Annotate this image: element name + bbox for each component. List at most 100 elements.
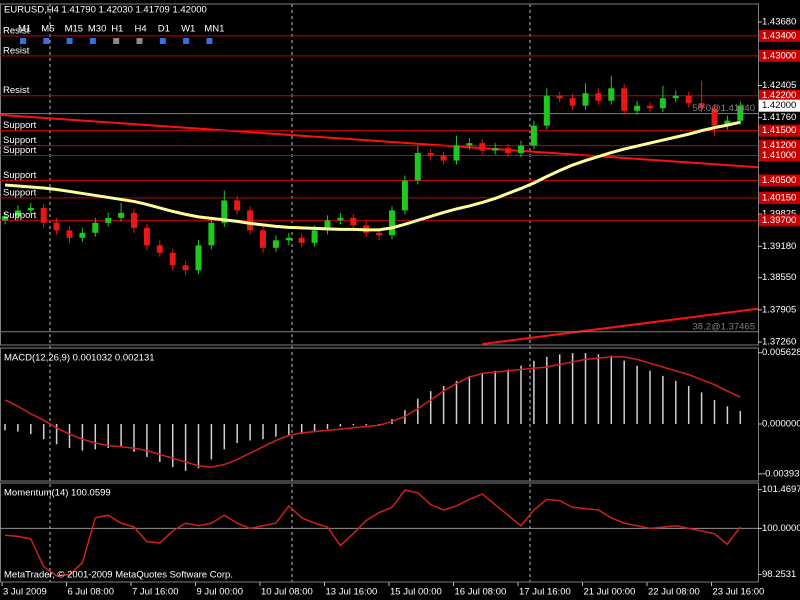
candle-body bbox=[582, 93, 589, 106]
y-tick-label: 0.000000 bbox=[762, 419, 800, 430]
candle-body bbox=[14, 210, 21, 217]
macd-bar bbox=[687, 386, 690, 424]
timeframe-button[interactable]: M5 bbox=[41, 24, 54, 35]
candle-body bbox=[376, 232, 383, 236]
panel-plot bbox=[0, 489, 758, 577]
timeframe-button[interactable]: H1 bbox=[111, 24, 123, 35]
macd-bar bbox=[249, 424, 251, 441]
macd-bar bbox=[571, 353, 574, 424]
x-tick-label: 9 Jul 00:00 bbox=[197, 587, 243, 598]
macd-bar bbox=[94, 424, 97, 450]
candle-body bbox=[2, 216, 8, 221]
macd-bar bbox=[352, 424, 355, 426]
macd-bar bbox=[584, 353, 587, 424]
macd-bar bbox=[30, 424, 32, 435]
timeframe-button[interactable]: D1 bbox=[158, 24, 170, 35]
macd-bar bbox=[739, 410, 742, 424]
timeframe-button[interactable]: M1 bbox=[18, 24, 31, 35]
period-separators bbox=[49, 4, 531, 582]
macd-bar bbox=[133, 424, 135, 452]
candle-body bbox=[131, 212, 137, 228]
timeframe-indicator bbox=[20, 38, 26, 44]
macd-bar bbox=[455, 380, 458, 424]
y-tick-label: 1.38550 bbox=[762, 272, 796, 283]
timeframe-button[interactable]: M30 bbox=[88, 24, 106, 35]
level-price-label: 1.43400 bbox=[762, 30, 796, 41]
level-price-box bbox=[759, 174, 800, 187]
timeframe-indicator bbox=[66, 38, 73, 44]
candle-body bbox=[350, 217, 357, 226]
trend-line bbox=[0, 113, 758, 169]
candle-body bbox=[208, 222, 215, 246]
candle-body bbox=[105, 217, 112, 223]
candle-body bbox=[311, 230, 318, 243]
macd-bar bbox=[700, 392, 703, 424]
level-price-label: 1.41200 bbox=[762, 140, 796, 151]
candle-body bbox=[556, 95, 563, 99]
macd-bar bbox=[223, 424, 226, 450]
macd-bar bbox=[42, 424, 45, 440]
candle-body bbox=[182, 265, 189, 271]
macd-bar bbox=[326, 424, 329, 430]
candle-body bbox=[479, 143, 486, 151]
timeframe-button[interactable]: M15 bbox=[65, 24, 83, 35]
macd-bar bbox=[184, 424, 187, 471]
x-tick-label: 6 Jul 08:00 bbox=[68, 587, 114, 598]
candle-body bbox=[647, 105, 653, 109]
macd-bar bbox=[533, 360, 535, 424]
timeframe-button[interactable]: H4 bbox=[135, 24, 147, 35]
candle-body bbox=[659, 98, 666, 109]
macd-bar bbox=[107, 424, 109, 449]
candle-body bbox=[324, 220, 331, 231]
macd-bar bbox=[662, 375, 664, 424]
candle-body bbox=[195, 245, 202, 271]
macd-bar bbox=[313, 424, 316, 432]
x-tick-label: 21 Jul 00:00 bbox=[584, 587, 636, 598]
macd-bar bbox=[429, 391, 432, 424]
x-tick-label: 22 Jul 08:00 bbox=[648, 587, 700, 598]
timeframe-indicator bbox=[43, 38, 50, 44]
macd-bar bbox=[597, 354, 600, 424]
level-price-label: 1.41000 bbox=[762, 150, 796, 161]
level-price-box bbox=[759, 49, 800, 62]
timeframe-button[interactable]: MN1 bbox=[204, 24, 224, 35]
candle-body bbox=[298, 237, 305, 243]
timeframe-button[interactable]: W1 bbox=[181, 24, 195, 35]
macd-bar bbox=[159, 424, 161, 462]
candle-body bbox=[440, 155, 447, 161]
macd-bar bbox=[146, 424, 148, 457]
candle-body bbox=[53, 222, 60, 231]
candle-body bbox=[518, 145, 524, 154]
macd-bar bbox=[649, 370, 651, 424]
level-price-label: 1.43000 bbox=[762, 50, 796, 61]
candle-body bbox=[608, 88, 615, 101]
candle-body bbox=[595, 93, 602, 101]
copyright: MetaTrader, © 2001-2009 MetaQuotes Softw… bbox=[4, 570, 233, 581]
macd-bar bbox=[507, 369, 509, 424]
trend-line bbox=[482, 307, 758, 345]
level-price-label: 1.40150 bbox=[762, 192, 796, 203]
level-name: Resist bbox=[3, 85, 30, 96]
macd-bar bbox=[68, 424, 71, 449]
level-name: Resist bbox=[3, 25, 30, 36]
y-tick-label: -0.003937 bbox=[762, 468, 800, 479]
fibo-label: 38.2@1.37465 bbox=[693, 321, 755, 332]
level-price-box bbox=[759, 191, 800, 204]
panel-title: MACD(12,26,9) 0.001032 0.002131 bbox=[4, 353, 155, 364]
current-price-box bbox=[759, 99, 800, 112]
x-tick-label: 10 Jul 08:00 bbox=[261, 587, 313, 598]
level-price-box bbox=[759, 214, 800, 227]
candle-body bbox=[285, 237, 292, 241]
candle-body bbox=[40, 207, 47, 223]
y-tick-label: 1.37905 bbox=[762, 304, 796, 315]
candle-body bbox=[260, 230, 266, 248]
level-price-box bbox=[759, 149, 800, 162]
level-price-box bbox=[759, 124, 800, 137]
candle-body bbox=[66, 230, 73, 238]
panel-plot bbox=[4, 353, 742, 471]
macd-bar bbox=[17, 424, 19, 432]
x-tick-label: 16 Jul 08:00 bbox=[455, 587, 507, 598]
y-tick-label: 1.37260 bbox=[762, 337, 796, 348]
macd-bar bbox=[546, 356, 548, 424]
macd-bar bbox=[339, 424, 342, 427]
